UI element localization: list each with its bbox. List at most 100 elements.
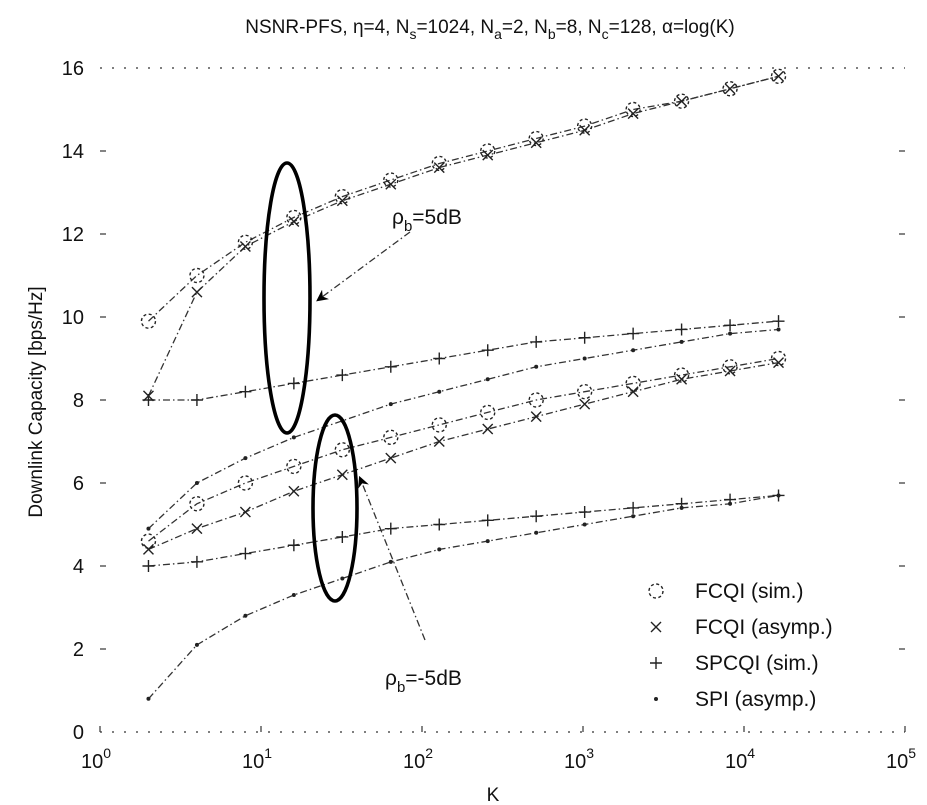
data-point-point bbox=[291, 435, 296, 440]
data-point-plus bbox=[142, 560, 155, 572]
data-point-circle bbox=[237, 475, 254, 491]
legend-marker bbox=[650, 657, 662, 669]
data-point-circle bbox=[237, 234, 254, 251]
data-point-point bbox=[437, 389, 442, 394]
x-tick-label: 104 bbox=[725, 745, 755, 773]
data-point-plus bbox=[530, 510, 543, 523]
data-point-circle bbox=[673, 367, 690, 383]
data-point-circle bbox=[722, 81, 738, 97]
data-point-x bbox=[239, 240, 251, 252]
data-point-plus bbox=[627, 501, 640, 514]
data-point-plus bbox=[433, 518, 446, 531]
data-point-plus bbox=[675, 323, 688, 336]
data-point-circle bbox=[770, 68, 787, 85]
data-point-point bbox=[388, 559, 393, 564]
legend-plus-marker-icon bbox=[650, 657, 662, 669]
data-point-plus bbox=[481, 514, 494, 527]
y-tick-label: 0 bbox=[73, 722, 84, 744]
data-point-x bbox=[142, 543, 154, 555]
legend-item-fcqi-asymp: FCQI (asymp.) bbox=[650, 616, 833, 639]
ellipse-5db bbox=[262, 161, 312, 435]
data-point-circle bbox=[770, 350, 787, 367]
y-axis-label: Downlink Capacity [bps/Hz] bbox=[26, 286, 47, 517]
data-point-circle bbox=[383, 172, 399, 188]
data-point-circle bbox=[140, 533, 157, 549]
legend-label: SPCQI (sim.) bbox=[695, 652, 819, 675]
series-curves bbox=[147, 75, 779, 700]
y-tick-label: 6 bbox=[73, 473, 84, 495]
data-point-point bbox=[243, 613, 248, 618]
data-point-circle bbox=[431, 155, 447, 172]
legend-label: FCQI (asymp.) bbox=[695, 616, 833, 639]
data-point-point bbox=[534, 530, 539, 535]
series-line-point--5dB bbox=[148, 494, 779, 700]
data-point-x bbox=[773, 70, 785, 82]
series-line-circle--5dB bbox=[148, 357, 779, 542]
legend-x-marker-icon bbox=[650, 621, 662, 633]
data-point-plus bbox=[384, 360, 397, 373]
data-point-circle bbox=[431, 417, 447, 433]
data-point-x bbox=[433, 162, 445, 174]
data-point-point bbox=[485, 377, 490, 382]
series-line-plus-5dB bbox=[148, 320, 779, 401]
data-point-x bbox=[336, 195, 348, 207]
y-tick-label: 14 bbox=[62, 141, 84, 163]
data-point-point bbox=[679, 339, 684, 344]
series-line-x--5dB bbox=[148, 361, 779, 550]
data-point-circle bbox=[334, 188, 351, 205]
data-point-x bbox=[385, 452, 397, 464]
data-point-circle bbox=[722, 359, 738, 375]
data-point-circle bbox=[673, 93, 690, 109]
series-line-point-5dB bbox=[148, 328, 779, 530]
data-point-x bbox=[336, 469, 348, 481]
ellipse-minus5db bbox=[311, 413, 359, 603]
data-point-x bbox=[191, 286, 203, 298]
x-tick-label: 103 bbox=[564, 745, 594, 773]
data-point-point bbox=[582, 356, 587, 361]
data-point-x bbox=[482, 423, 494, 435]
data-point-circle bbox=[528, 392, 544, 408]
data-point-plus bbox=[530, 335, 543, 348]
y-tick-label: 16 bbox=[62, 58, 84, 80]
legend-label: SPI (asymp.) bbox=[695, 688, 816, 711]
data-point-point bbox=[776, 493, 781, 498]
data-point-point bbox=[340, 576, 345, 581]
data-point-point bbox=[728, 501, 733, 506]
data-point-point bbox=[243, 456, 248, 461]
legend-label: FCQI (sim.) bbox=[695, 580, 803, 603]
legend-marker bbox=[650, 621, 662, 633]
data-point-x bbox=[676, 373, 688, 385]
y-axis-ticks: 0 2 4 6 8 10 12 14 16 bbox=[62, 58, 84, 744]
data-point-plus bbox=[627, 327, 640, 340]
data-point-circle bbox=[576, 384, 593, 400]
y-tick-label: 4 bbox=[73, 556, 84, 578]
legend-marker bbox=[654, 697, 658, 701]
series-line-plus--5dB bbox=[148, 494, 779, 567]
legend: FCQI (sim.) FCQI (asymp.) SPCQI (sim.) S… bbox=[648, 580, 833, 711]
data-point-x bbox=[627, 386, 639, 398]
data-point-x bbox=[288, 485, 300, 497]
x-tick-label: 102 bbox=[403, 745, 433, 773]
data-point-x bbox=[385, 178, 397, 190]
data-point-plus bbox=[287, 539, 300, 552]
data-point-point bbox=[679, 505, 684, 510]
data-point-plus bbox=[190, 555, 203, 568]
data-point-plus bbox=[142, 394, 155, 406]
data-point-point bbox=[631, 348, 636, 353]
data-point-plus bbox=[336, 369, 349, 382]
data-point-x bbox=[530, 411, 542, 423]
y-tick-label: 8 bbox=[73, 390, 84, 412]
legend-point-marker-icon bbox=[654, 697, 658, 701]
x-tick-label: 101 bbox=[242, 745, 272, 773]
data-point-x bbox=[482, 149, 494, 161]
data-point-point bbox=[146, 526, 151, 531]
data-point-point bbox=[776, 327, 781, 332]
data-point-point bbox=[485, 539, 490, 544]
data-point-plus bbox=[239, 547, 252, 560]
data-point-x bbox=[724, 365, 736, 377]
data-point-circle bbox=[528, 130, 544, 147]
x-tick-label: 100 bbox=[81, 745, 111, 773]
data-point-x bbox=[433, 436, 445, 447]
data-point-point bbox=[534, 364, 539, 369]
data-point-x bbox=[676, 95, 688, 107]
